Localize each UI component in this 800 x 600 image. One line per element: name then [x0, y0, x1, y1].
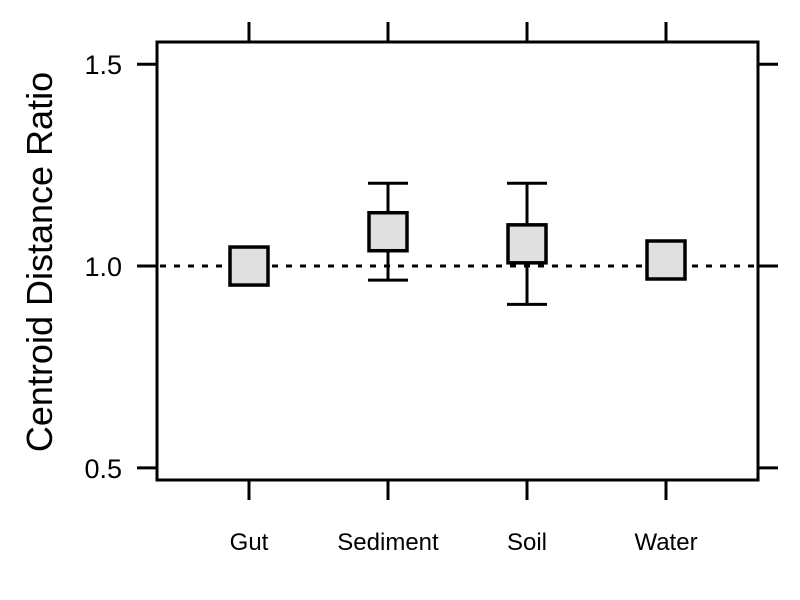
x-tick-label: Sediment	[337, 529, 439, 556]
plot-frame	[155, 40, 760, 482]
x-tick-label: Soil	[507, 529, 547, 556]
y-axis-title: Centroid Distance Ratio	[19, 72, 60, 452]
x-tick-label: Water	[634, 529, 697, 556]
y-tick-label: 0.5	[84, 454, 122, 484]
data-points	[228, 181, 687, 306]
x-axis: Gut Sediment Soil Water	[230, 22, 698, 556]
data-point-soil	[506, 223, 548, 265]
data-point-water	[645, 239, 687, 281]
y-tick-label: 1.0	[84, 252, 122, 282]
y-axis: 0.5 1.0 1.5	[84, 50, 778, 484]
data-point-sediment	[367, 210, 409, 253]
x-tick-label: Gut	[230, 529, 269, 556]
y-tick-label: 1.5	[84, 50, 122, 80]
data-point-gut	[228, 245, 270, 287]
